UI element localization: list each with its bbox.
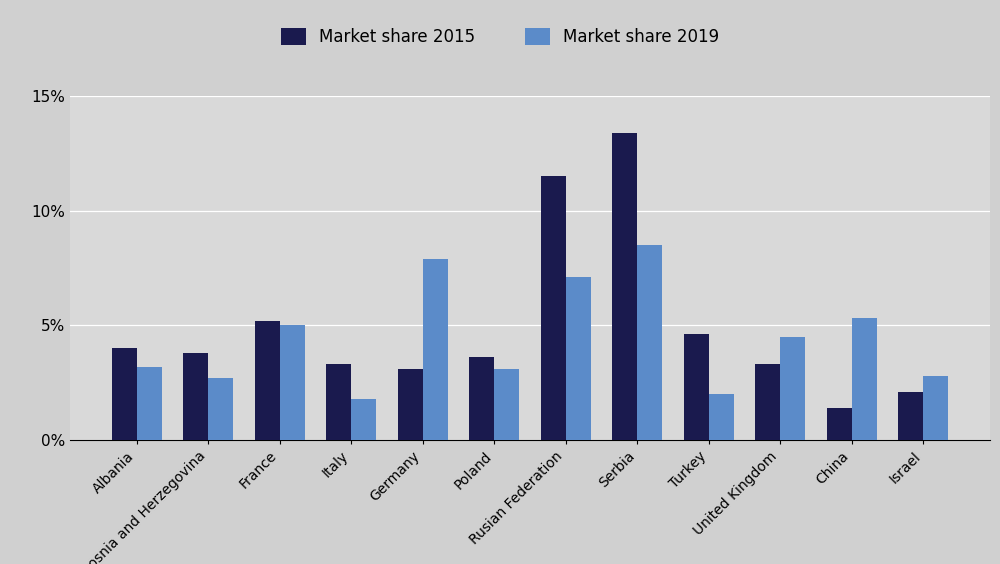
Bar (755, 364, 780, 440)
Bar (566, 277, 591, 440)
Bar (612, 133, 637, 440)
Bar (709, 394, 734, 440)
Bar (208, 378, 233, 440)
Bar (684, 334, 709, 440)
Bar (637, 245, 662, 440)
Bar (183, 352, 208, 440)
Bar (423, 259, 448, 440)
Bar (898, 392, 923, 440)
Bar (137, 367, 162, 440)
Bar (494, 369, 519, 440)
Bar (112, 348, 137, 440)
Bar (326, 364, 351, 440)
Bar (398, 369, 423, 440)
Bar (255, 321, 280, 440)
Bar (541, 176, 566, 440)
Bar (280, 325, 305, 440)
Bar (923, 376, 948, 440)
Legend: Market share 2015, Market share 2019: Market share 2015, Market share 2019 (281, 28, 719, 46)
Bar (780, 337, 805, 440)
Bar (852, 318, 877, 440)
Bar (469, 358, 494, 440)
Bar (827, 408, 852, 440)
Bar (351, 399, 376, 440)
